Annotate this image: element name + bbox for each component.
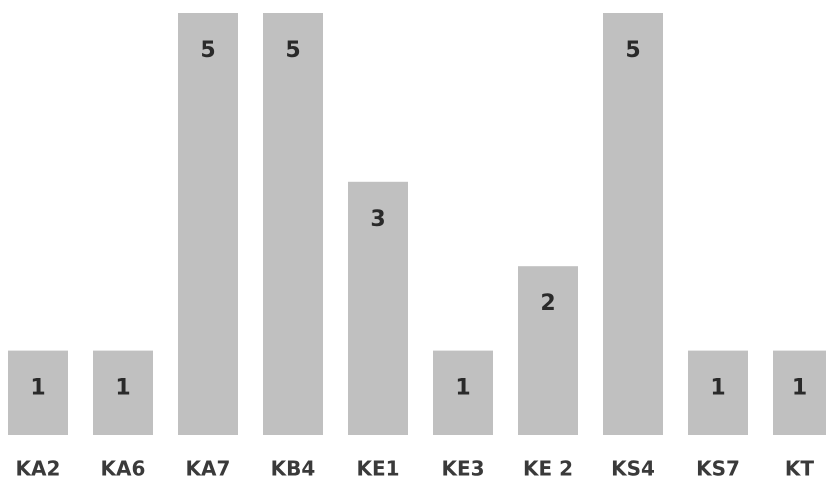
x-tick-label: KS7 bbox=[696, 457, 740, 481]
x-tick-label: KE3 bbox=[441, 457, 484, 481]
value-label: 1 bbox=[455, 376, 470, 401]
x-tick-label: KE 2 bbox=[523, 457, 573, 481]
x-tick-label: KT bbox=[785, 457, 814, 481]
value-label: 3 bbox=[370, 207, 385, 232]
bar bbox=[603, 13, 663, 435]
value-label: 2 bbox=[540, 291, 555, 316]
value-label: 1 bbox=[792, 376, 807, 401]
value-label: 1 bbox=[115, 376, 130, 401]
bar bbox=[518, 266, 578, 435]
x-tick-label: KA7 bbox=[186, 457, 231, 481]
x-tick-label: KA2 bbox=[16, 457, 61, 481]
bar bbox=[8, 350, 68, 435]
bar bbox=[433, 350, 493, 435]
x-tick-label: KS4 bbox=[611, 457, 655, 481]
bar bbox=[178, 13, 238, 435]
bar bbox=[93, 350, 153, 435]
bar bbox=[688, 350, 748, 435]
bar bbox=[263, 13, 323, 435]
x-tick-label: KB4 bbox=[271, 457, 316, 481]
value-label: 1 bbox=[710, 376, 725, 401]
x-tick-label: KE1 bbox=[356, 457, 399, 481]
x-tick-label: KA6 bbox=[101, 457, 146, 481]
bar bbox=[348, 181, 408, 435]
value-label: 1 bbox=[30, 376, 45, 401]
value-label: 5 bbox=[625, 38, 640, 63]
value-label: 5 bbox=[285, 38, 300, 63]
value-label: 5 bbox=[200, 38, 215, 63]
bar bbox=[773, 350, 826, 435]
